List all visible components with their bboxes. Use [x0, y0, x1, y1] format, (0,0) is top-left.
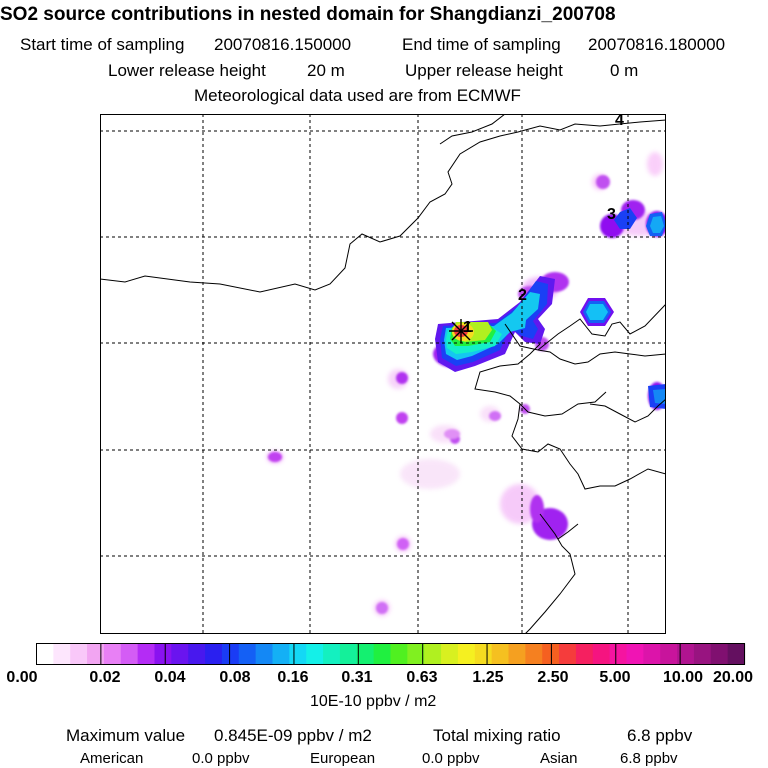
map-title: SO2 source contributions in nested domai…: [0, 4, 616, 25]
colorbar-cell: [289, 643, 307, 665]
colorbar-tick-4: 0.16: [277, 669, 309, 686]
colorbar-cell: [323, 643, 341, 665]
colorbar-cell: [36, 643, 54, 665]
upper-release-value: 0 m: [610, 61, 639, 80]
colorbar-cell: [70, 643, 88, 665]
colorbar-cell: [154, 643, 172, 665]
colorbar-cell: [643, 643, 661, 665]
colorbar-tick-0: 0.00: [6, 669, 38, 686]
colorbar-tick-10: 10.00: [662, 669, 704, 686]
colorbar-tick-11: 20.00: [712, 669, 754, 686]
colorbar-cell: [205, 643, 223, 665]
colorbar-tick-8: 2.50: [537, 669, 569, 686]
colorbar-cell: [559, 643, 577, 665]
colorbar-cell: [188, 643, 206, 665]
colorbar-cell: [306, 643, 324, 665]
european-label: European: [310, 750, 376, 767]
total-mixing-label: Total mixing ratio: [433, 726, 561, 745]
colorbar-cell: [137, 643, 156, 665]
colorbar-tick-2: 0.04: [154, 669, 186, 686]
map-frame: [100, 114, 666, 634]
colorbar-cell: [272, 643, 290, 665]
colorbar-tick-9: 5.00: [599, 669, 631, 686]
source-star-icon: [449, 319, 473, 343]
colorbar-cell: [390, 643, 408, 665]
colorbar-tick-6: 0.63: [406, 669, 438, 686]
colorbar-cell: [373, 643, 392, 665]
colorbar-units: 10E-10 ppbv / m2: [310, 693, 437, 710]
colorbar-cell: [356, 643, 375, 665]
colorbar-cell: [609, 643, 628, 665]
colorbar-cell: [339, 643, 358, 665]
colorbar-tick-5: 0.31: [341, 669, 373, 686]
total-mixing-value: 6.8 ppbv: [627, 726, 693, 745]
max-value: 0.845E-09 ppbv / m2: [214, 726, 372, 745]
colorbar-cell: [238, 643, 257, 665]
colorbar-frame: [36, 643, 745, 665]
met-data-line: Meteorological data used are from ECMWF: [194, 86, 521, 105]
colorbar-tick-3: 0.08: [219, 669, 251, 686]
marker-4: 4: [615, 114, 624, 129]
marker-2: 2: [518, 287, 527, 304]
colorbar-cell: [87, 643, 105, 665]
colorbar-cell: [120, 643, 139, 665]
colorbar-cell: [424, 643, 442, 665]
lower-release-value: 20 m: [307, 61, 345, 80]
american-label: American: [80, 750, 144, 767]
map-background: [100, 114, 666, 634]
upper-release-label: Upper release height: [405, 61, 563, 80]
start-time-label: Start time of sampling: [20, 35, 185, 54]
colorbar-tick-1: 0.02: [89, 669, 121, 686]
colorbar-cell: [677, 643, 695, 665]
european-value: 0.0 ppbv: [422, 750, 480, 767]
colorbar-cell: [53, 643, 71, 665]
colorbar-cell: [407, 643, 425, 665]
colorbar-cell: [626, 643, 644, 665]
colorbar-cell: [575, 643, 594, 665]
american-value: 0.0 ppbv: [192, 750, 250, 767]
colorbar-cell: [727, 643, 746, 665]
lower-release-label: Lower release height: [108, 61, 266, 80]
colorbar-cell: [660, 643, 678, 665]
plume-contours: [267, 152, 666, 616]
colorbar: [36, 643, 746, 665]
end-time-value: 20070816.180000: [588, 35, 726, 54]
max-value-label: Maximum value: [66, 726, 186, 745]
colorbar-cell: [255, 643, 274, 665]
asian-label: Asian: [540, 750, 578, 767]
colorbar-cells: [36, 643, 746, 665]
colorbar-cell: [103, 643, 122, 665]
colorbar-cell: [441, 643, 459, 665]
colorbar-tick-7: 1.25: [472, 669, 504, 686]
marker-3: 3: [607, 206, 616, 223]
marker-1: 1: [463, 319, 472, 336]
colorbar-dividers: [100, 643, 681, 665]
colorbar-cell: [592, 643, 611, 665]
colorbar-cell: [525, 643, 543, 665]
colorbar-cell: [221, 643, 240, 665]
concentration-map: 1 2 3 4: [100, 114, 666, 634]
lat-lon-grid: [100, 114, 666, 634]
end-time-label: End time of sampling: [402, 35, 561, 54]
colorbar-cell: [710, 643, 729, 665]
colorbar-cell: [457, 643, 476, 665]
colorbar-cell: [693, 643, 712, 665]
colorbar-cell: [171, 643, 189, 665]
colorbar-cell: [491, 643, 510, 665]
start-time-value: 20070816.150000: [214, 35, 352, 54]
asian-value: 6.8 ppbv: [620, 750, 678, 767]
colorbar-cell: [508, 643, 526, 665]
colorbar-cell: [474, 643, 493, 665]
